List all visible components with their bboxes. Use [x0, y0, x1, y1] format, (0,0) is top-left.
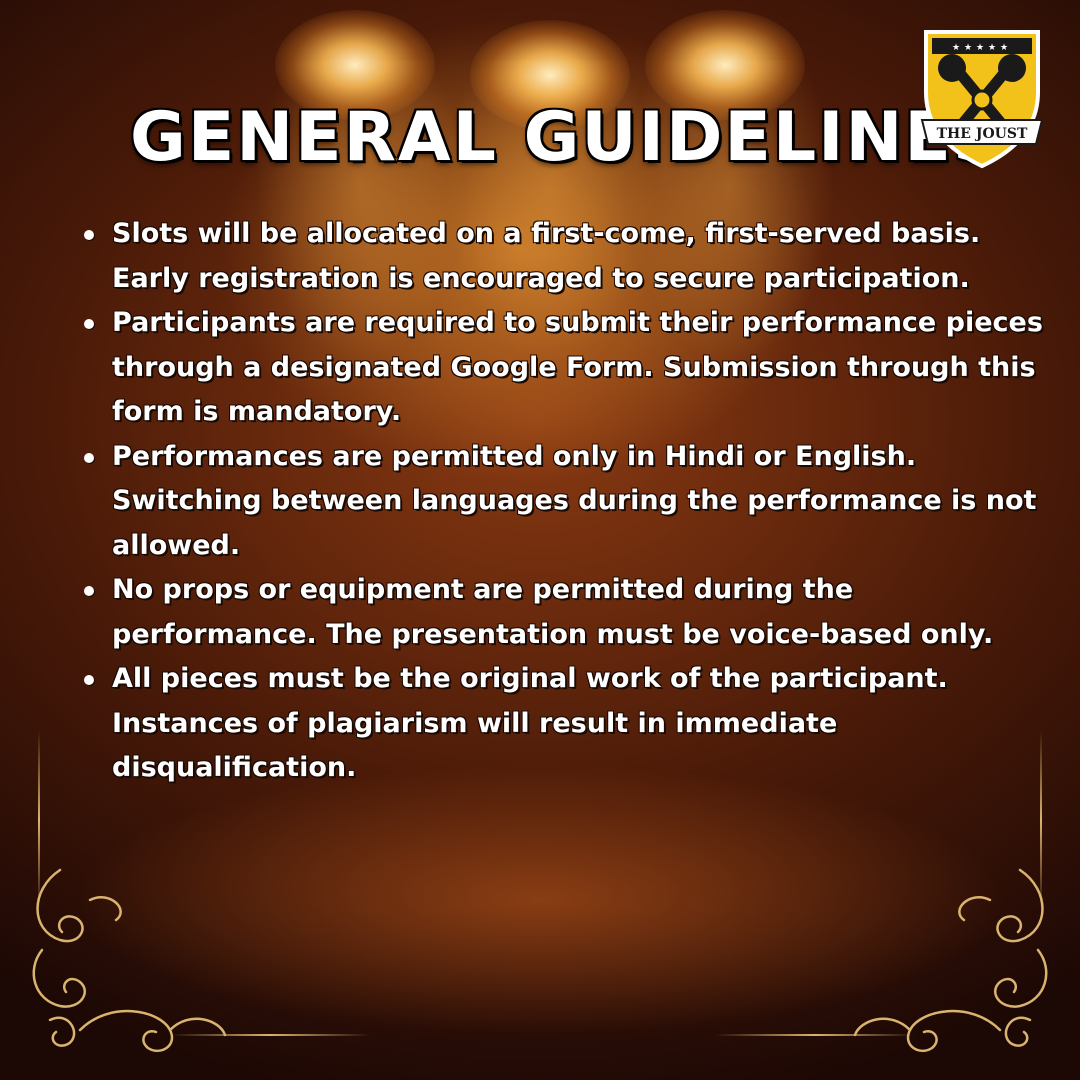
bullet-icon — [84, 319, 94, 329]
logo-text: THE JOUST — [937, 126, 1028, 142]
spotlight-center — [470, 20, 630, 130]
guideline-item: Performances are permitted only in Hindi… — [84, 435, 1047, 569]
guideline-text: Performances are permitted only in Hindi… — [112, 440, 1037, 561]
spotlight-right — [645, 10, 805, 120]
guideline-text: Participants are required to submit thei… — [112, 307, 1043, 427]
guideline-text: All pieces must be the original work of … — [112, 663, 948, 783]
svg-text:★: ★ — [988, 43, 996, 53]
ornament-line-right-vertical — [1040, 730, 1042, 910]
flourish-ornament-left — [32, 868, 227, 1053]
guideline-text: No props or equipment are permitted duri… — [112, 574, 994, 650]
spotlight-beam-left — [230, 60, 490, 480]
guideline-item: Participants are required to submit thei… — [84, 301, 1047, 435]
svg-text:★: ★ — [964, 43, 972, 53]
svg-text:★: ★ — [1000, 43, 1008, 53]
ornament-line-left-vertical — [38, 730, 40, 910]
bullet-icon — [84, 586, 94, 596]
page-title: GENERAL GUIDELINES — [130, 98, 1004, 177]
spotlight-beam-center — [420, 60, 680, 480]
ornament-line-right-horizontal — [715, 1034, 915, 1036]
guideline-item: All pieces must be the original work of … — [84, 657, 1047, 791]
bullet-icon — [84, 452, 94, 463]
svg-text:★: ★ — [976, 43, 984, 53]
spotlight-beam-right — [600, 60, 860, 480]
ornament-line-left-horizontal — [170, 1034, 370, 1036]
bullet-icon — [84, 675, 94, 685]
guideline-text: Slots will be allocated on a first-come,… — [112, 218, 981, 294]
the-joust-logo: ★ ★ ★ ★ ★ THE JOUST — [918, 22, 1046, 172]
bullet-icon — [84, 230, 94, 240]
svg-text:★: ★ — [952, 43, 960, 53]
guideline-item: No props or equipment are permitted duri… — [84, 568, 1047, 657]
guideline-item: Slots will be allocated on a first-come,… — [84, 212, 1047, 301]
guidelines-list: Slots will be allocated on a first-come,… — [78, 212, 1047, 791]
spotlight-left — [275, 10, 435, 120]
flourish-ornament-right — [853, 868, 1048, 1053]
